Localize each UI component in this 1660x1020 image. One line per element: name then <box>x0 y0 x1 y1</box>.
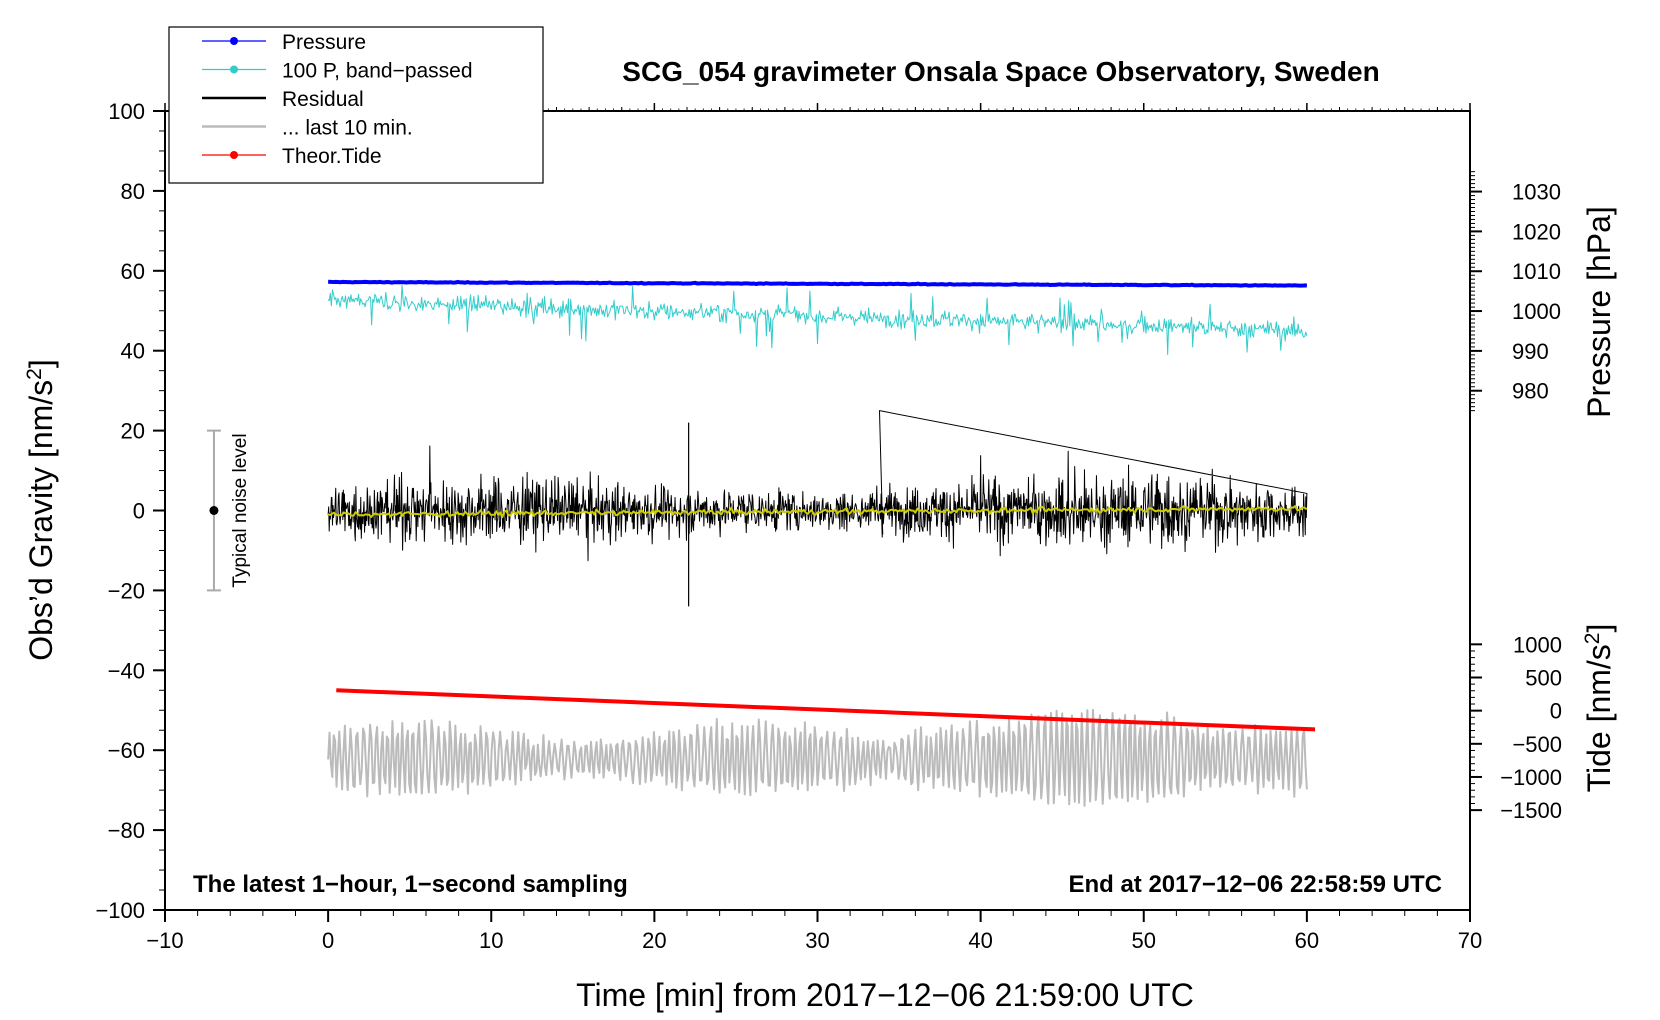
series-pressure-line <box>328 279 1307 288</box>
series-theor-tide-line <box>336 688 1316 732</box>
legend-label: Theor.Tide <box>282 145 382 168</box>
legend-label: ... last 10 min. <box>282 117 413 140</box>
legend: Pressure 100 P, band−passed Residual ... la… <box>168 26 544 184</box>
x-tick-label: 40 <box>968 928 992 953</box>
legend-marker <box>230 65 238 74</box>
noise-center-dot <box>209 506 219 515</box>
series-layer <box>327 279 1316 807</box>
tide-tick-label: −1000 <box>1500 765 1562 790</box>
plot-area: −10 0 10 20 30 40 50 60 70 −100−80−60−40−2002040… <box>95 99 1562 953</box>
y-tick-label: −40 <box>108 658 145 683</box>
y-tick-label: 20 <box>121 419 145 444</box>
x-tick-label: −10 <box>146 928 183 953</box>
legend-marker <box>230 151 238 159</box>
y-tick-label: 40 <box>121 339 145 364</box>
chart-title: SCG_054 gravimeter Onsala Space Observat… <box>622 56 1379 87</box>
y-tick-label: 100 <box>108 99 145 124</box>
tide-axis-title-close: ] <box>1581 624 1617 633</box>
pressure-axis: 980 990 1000 1010 1020 1030 <box>1470 171 1561 412</box>
noise-level-label: Typical noise level <box>230 433 251 587</box>
tide-tick-label: 1000 <box>1513 632 1562 657</box>
noise-level-indicator: Typical noise level <box>206 429 251 592</box>
legend-label: Pressure <box>282 31 366 54</box>
x-tick-label: 10 <box>479 928 503 953</box>
sampling-annotation: The latest 1−hour, 1−second sampling <box>193 871 628 898</box>
legend-marker <box>230 37 238 45</box>
tide-axis-title-main: Tide [nm/s <box>1581 644 1617 792</box>
x-tick-label: 0 <box>322 928 334 953</box>
pressure-tick-label: 1020 <box>1512 219 1561 244</box>
tide-tick-label: −500 <box>1512 732 1562 757</box>
pressure-tick-label: 1000 <box>1512 299 1561 324</box>
tide-tick-label: 0 <box>1550 699 1562 724</box>
pressure-axis-title: Pressure [hPa] <box>1581 206 1617 418</box>
y-axis-title: Obs’d Gravity [nm/s2] <box>23 359 59 661</box>
y-tick-label: 0 <box>133 499 145 524</box>
x-tick-label: 70 <box>1458 928 1482 953</box>
y-tick-label: −80 <box>108 818 145 843</box>
y-tick-label: 60 <box>121 259 145 284</box>
y-tick-label: −100 <box>95 898 145 923</box>
tide-axis: −1500 −1000 −500 0 500 1000 <box>1470 632 1562 823</box>
x-axis-title: Time [min] from 2017−12−06 21:59:00 UTC <box>576 977 1194 1013</box>
y-axis: −100 −80 −60 −40 −20 0 20 40 60 80 100 <box>95 99 165 923</box>
legend-label: Residual <box>282 88 364 111</box>
tide-axis-title-sup: 2 <box>1581 633 1604 645</box>
x-tick-label: 20 <box>642 928 666 953</box>
y-tick-label: 80 <box>121 179 145 204</box>
x-tick-label: 60 <box>1295 928 1319 953</box>
pressure-tick-label: 980 <box>1512 379 1549 404</box>
end-time-annotation: End at 2017−12−06 22:58:59 UTC <box>1068 871 1442 898</box>
y-tick-label: −20 <box>108 578 145 603</box>
legend-label: 100 P, band−passed <box>282 60 473 83</box>
x-tick-label: 30 <box>805 928 829 953</box>
pressure-tick-label: 1010 <box>1512 259 1561 284</box>
x-tick-label: 50 <box>1132 928 1156 953</box>
series-band-passed-line <box>327 284 1308 355</box>
y-axis-title-sup: 2 <box>23 368 46 380</box>
tide-tick-label: 500 <box>1525 665 1562 690</box>
pressure-tick-label: 1030 <box>1512 180 1561 205</box>
series-residual-line <box>327 410 1308 562</box>
series-residual-smoothed-line <box>327 505 1308 519</box>
x-axis: −10 0 10 20 30 40 50 60 70 <box>146 103 1482 953</box>
tide-axis-title: Tide [nm/s2] <box>1581 624 1617 793</box>
tide-tick-label: −1500 <box>1500 798 1562 823</box>
series-last-10-min-line <box>327 708 1308 807</box>
pressure-tick-label: 990 <box>1512 339 1549 364</box>
y-axis-title-close: ] <box>23 359 59 368</box>
y-tick-label: −60 <box>108 738 145 763</box>
y-axis-title-main: Obs’d Gravity [nm/s <box>23 380 59 661</box>
